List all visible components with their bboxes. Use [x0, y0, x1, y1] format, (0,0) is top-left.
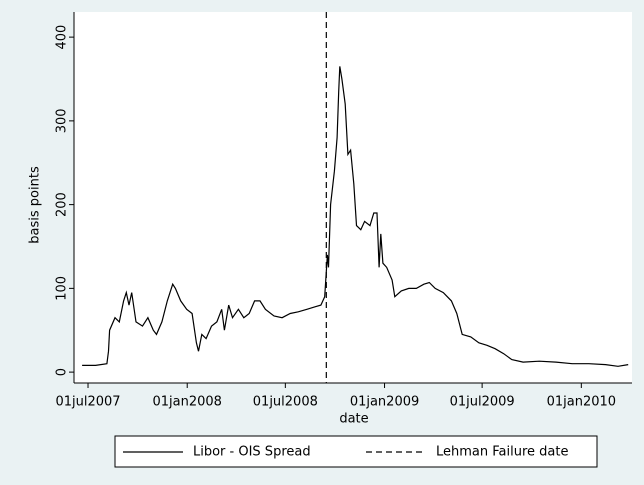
y-tick-label: 0 — [55, 368, 70, 376]
y-axis-label: basis points — [28, 166, 43, 244]
y-tick-label: 100 — [55, 276, 70, 301]
x-tick-label: 01jul2008 — [253, 395, 318, 410]
y-tick-label: 200 — [55, 192, 70, 217]
legend-label: Lehman Failure date — [436, 445, 568, 460]
legend — [114, 435, 598, 468]
x-tick-label: 01jan2009 — [350, 395, 419, 410]
x-axis-label: date — [339, 412, 368, 427]
x-tick-label: 01jan2010 — [547, 395, 616, 410]
plot-area — [74, 12, 632, 383]
y-tick-label: 300 — [55, 108, 70, 133]
legend-label: Libor - OIS Spread — [193, 445, 311, 460]
x-tick-label: 01jul2009 — [450, 395, 515, 410]
y-tick-label: 400 — [55, 25, 70, 50]
x-tick-label: 01jul2007 — [55, 395, 120, 410]
x-tick-label: 01jan2008 — [152, 395, 221, 410]
